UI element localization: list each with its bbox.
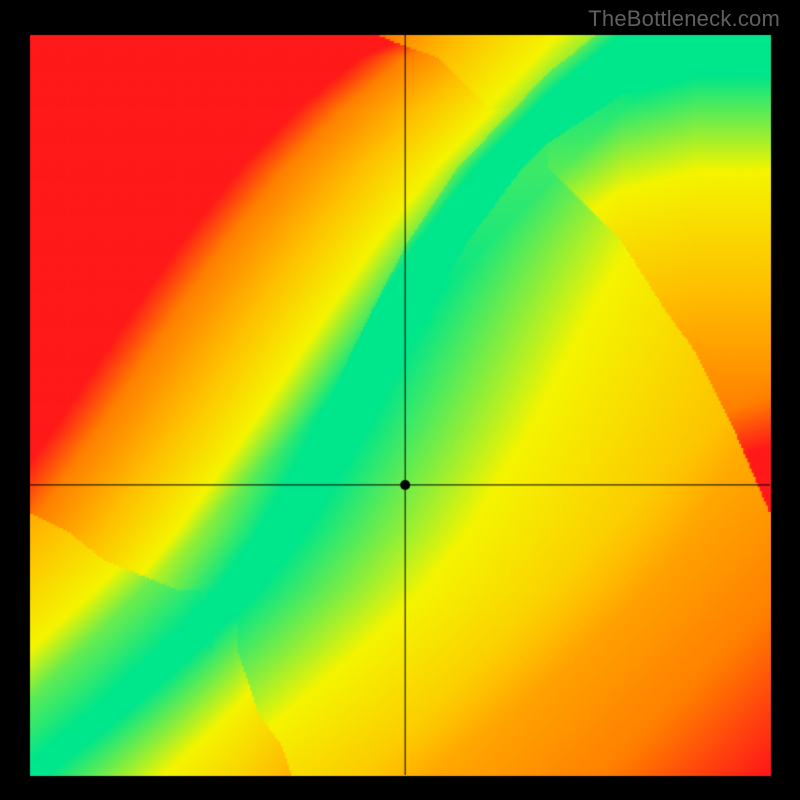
watermark-text: TheBottleneck.com: [588, 6, 780, 32]
bottleneck-heatmap: [0, 0, 800, 800]
chart-container: { "watermark": "TheBottleneck.com", "plo…: [0, 0, 800, 800]
